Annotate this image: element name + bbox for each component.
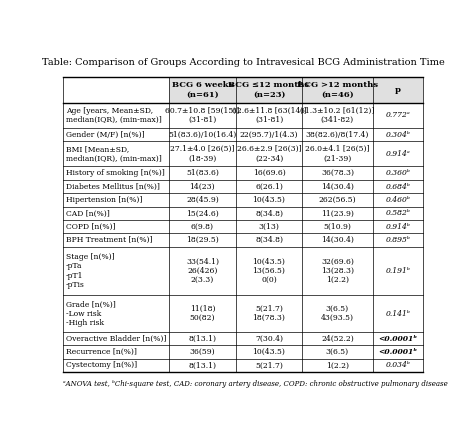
Text: 0.895ᵇ: 0.895ᵇ	[385, 236, 410, 244]
Text: 262(56.5): 262(56.5)	[319, 196, 356, 204]
Text: Grade [n(%)]
-Low risk
-High risk: Grade [n(%)] -Low risk -High risk	[66, 300, 116, 327]
Text: History of smoking [n(%)]: History of smoking [n(%)]	[66, 169, 164, 177]
Text: p: p	[395, 86, 401, 94]
Text: Diabetes Mellitus [n(%)]: Diabetes Mellitus [n(%)]	[66, 183, 160, 191]
Text: 8(13.1): 8(13.1)	[189, 335, 217, 343]
Text: CAD [n(%)]: CAD [n(%)]	[66, 209, 109, 217]
Text: 14(23): 14(23)	[190, 183, 215, 191]
Text: 0.582ᵇ: 0.582ᵇ	[385, 209, 410, 217]
Text: 51(83.6)/10(16.4): 51(83.6)/10(16.4)	[168, 131, 237, 138]
Text: BCG ≤12 months
(n=23): BCG ≤12 months (n=23)	[228, 81, 310, 98]
Bar	[302, 77, 373, 103]
Text: 3(13): 3(13)	[259, 223, 280, 231]
Text: 0.914ᵃ: 0.914ᵃ	[385, 150, 410, 158]
Text: 11(23.9): 11(23.9)	[321, 209, 354, 217]
Text: 3(6.5): 3(6.5)	[326, 348, 349, 356]
Text: BCG >12 months
(n=46): BCG >12 months (n=46)	[297, 81, 378, 98]
Text: 0.460ᵇ: 0.460ᵇ	[385, 196, 410, 204]
Text: 10(43.5): 10(43.5)	[253, 196, 285, 204]
Text: 61.3±10.2 [61(12)]
(341-82): 61.3±10.2 [61(12)] (341-82)	[300, 107, 374, 124]
Text: COPD [n(%)]: COPD [n(%)]	[66, 223, 115, 231]
Text: 8(34.8): 8(34.8)	[255, 209, 283, 217]
Text: 16(69.6): 16(69.6)	[253, 169, 285, 177]
Text: Overactive Bladder [n(%)]: Overactive Bladder [n(%)]	[66, 335, 166, 343]
Text: 5(10.9): 5(10.9)	[323, 223, 351, 231]
Text: 10(43.5): 10(43.5)	[253, 348, 285, 356]
Text: 6(26.1): 6(26.1)	[255, 183, 283, 191]
Text: 8(34.8): 8(34.8)	[255, 236, 283, 244]
Text: Gender (M/F) [n(%)]: Gender (M/F) [n(%)]	[66, 131, 145, 138]
Text: 51(83.6): 51(83.6)	[186, 169, 219, 177]
Text: 0.304ᵇ: 0.304ᵇ	[385, 131, 410, 138]
Text: 14(30.4): 14(30.4)	[321, 236, 354, 244]
Text: 6(9.8): 6(9.8)	[191, 223, 214, 231]
Text: BMI [Mean±SD,
median(IQR), (min-max)]: BMI [Mean±SD, median(IQR), (min-max)]	[66, 145, 162, 162]
Text: 5(21.7): 5(21.7)	[255, 362, 283, 370]
Text: 60.7±10.8 [59(15)]
(31-81): 60.7±10.8 [59(15)] (31-81)	[165, 107, 239, 124]
Text: 11(18)
50(82): 11(18) 50(82)	[190, 305, 215, 322]
Text: 10(43.5)
13(56.5)
0(0): 10(43.5) 13(56.5) 0(0)	[253, 258, 285, 284]
Text: 28(45.9): 28(45.9)	[186, 196, 219, 204]
Text: 1(2.2): 1(2.2)	[326, 362, 349, 370]
Text: 36(59): 36(59)	[190, 348, 215, 356]
Text: 5(21.7)
18(78.3): 5(21.7) 18(78.3)	[253, 305, 285, 322]
Text: 18(29.5): 18(29.5)	[186, 236, 219, 244]
Bar	[373, 77, 423, 103]
Text: 8(13.1): 8(13.1)	[189, 362, 217, 370]
Text: Hipertension [n(%)]: Hipertension [n(%)]	[66, 196, 142, 204]
Text: 26.6±2.9 [26(3)]
(22-34): 26.6±2.9 [26(3)] (22-34)	[237, 145, 301, 162]
Text: Cystectomy [n(%)]: Cystectomy [n(%)]	[66, 362, 137, 370]
Text: 0.191ᵇ: 0.191ᵇ	[385, 267, 410, 275]
Text: 33(54.1)
26(426)
2(3.3): 33(54.1) 26(426) 2(3.3)	[186, 258, 219, 284]
Text: 0.684ᵇ: 0.684ᵇ	[385, 183, 410, 191]
Text: 0.141ᵇ: 0.141ᵇ	[385, 310, 410, 318]
Text: 0.360ᵇ: 0.360ᵇ	[385, 169, 410, 177]
Text: 27.1±4.0 [26(5)]
(18-39): 27.1±4.0 [26(5)] (18-39)	[170, 145, 235, 162]
Text: ᵃANOVA test, ᵇChi-square test, CAD: coronary artery disease, COPD: chronic obstr: ᵃANOVA test, ᵇChi-square test, CAD: coro…	[63, 381, 447, 389]
Text: Recurrence [n(%)]: Recurrence [n(%)]	[66, 348, 137, 356]
Text: 38(82.6)/8(17.4): 38(82.6)/8(17.4)	[306, 131, 369, 138]
Text: 62.6±11.8 [63(14)]
(31-81): 62.6±11.8 [63(14)] (31-81)	[232, 107, 306, 124]
Bar	[169, 77, 236, 103]
Text: 0.772ᵃ: 0.772ᵃ	[385, 112, 410, 120]
Text: 24(52.2): 24(52.2)	[321, 335, 354, 343]
Text: Stage [n(%)]
-pTa
-pT1
-pTis: Stage [n(%)] -pTa -pT1 -pTis	[66, 253, 115, 289]
Text: 32(69.6)
13(28.3)
1(2.2): 32(69.6) 13(28.3) 1(2.2)	[321, 258, 354, 284]
Text: BCG 6 weeks
(n=61): BCG 6 weeks (n=61)	[172, 81, 233, 98]
Bar	[236, 77, 302, 103]
Text: BPH Treatment [n(%)]: BPH Treatment [n(%)]	[66, 236, 152, 244]
Text: <0.0001ᵇ: <0.0001ᵇ	[378, 348, 417, 356]
Text: Table: Comparison of Groups According to Intravesical BCG Administration Time: Table: Comparison of Groups According to…	[42, 58, 444, 67]
Text: 26.0±4.1 [26(5)]
(21-39): 26.0±4.1 [26(5)] (21-39)	[305, 145, 370, 162]
Text: 15(24.6): 15(24.6)	[186, 209, 219, 217]
Text: 7(30.4): 7(30.4)	[255, 335, 283, 343]
Text: <0.0001ᵇ: <0.0001ᵇ	[378, 335, 417, 343]
Text: Age [years, Mean±SD,
median(IQR), (min-max)]: Age [years, Mean±SD, median(IQR), (min-m…	[66, 107, 162, 124]
Text: 36(78.3): 36(78.3)	[321, 169, 354, 177]
Text: 14(30.4): 14(30.4)	[321, 183, 354, 191]
Text: 22(95.7)/1(4.3): 22(95.7)/1(4.3)	[240, 131, 298, 138]
Text: 3(6.5)
43(93.5): 3(6.5) 43(93.5)	[321, 305, 354, 322]
Text: 0.914ᵇ: 0.914ᵇ	[385, 223, 410, 231]
Text: 0.034ᵇ: 0.034ᵇ	[385, 362, 410, 370]
